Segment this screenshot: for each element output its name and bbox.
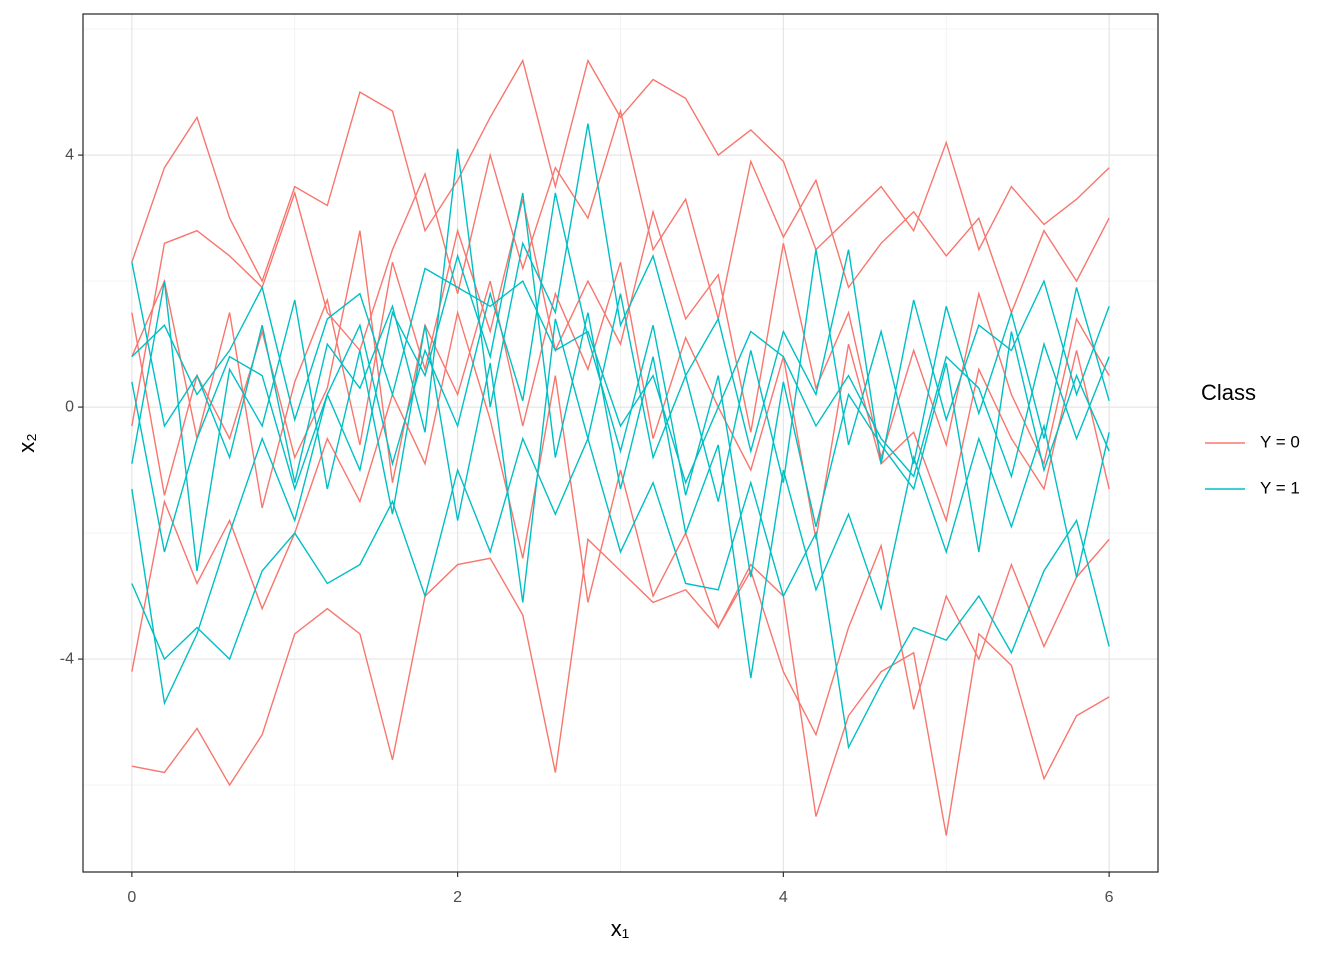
legend-label: Y = 1 bbox=[1260, 478, 1300, 497]
legend-title: Class bbox=[1201, 380, 1256, 405]
series-line bbox=[131, 108, 1110, 427]
x-tick-label: 4 bbox=[779, 889, 788, 906]
panel-border bbox=[82, 13, 1159, 873]
series-line bbox=[131, 58, 1110, 283]
y-tick-label: -4 bbox=[60, 650, 74, 667]
series-line bbox=[131, 192, 1110, 578]
series-line bbox=[131, 230, 1110, 540]
y-axis-title: x₂ bbox=[14, 433, 39, 453]
series-line bbox=[131, 123, 1110, 483]
series-line bbox=[131, 192, 1110, 706]
series-line bbox=[131, 537, 1110, 836]
y-tick-label: 0 bbox=[65, 398, 74, 415]
x-tick-label: 0 bbox=[127, 889, 136, 906]
legend-label: Y = 0 bbox=[1260, 432, 1300, 451]
series-line bbox=[131, 199, 1110, 509]
x-axis-title: x₁ bbox=[611, 916, 629, 941]
y-tick-label: 4 bbox=[65, 146, 74, 163]
series-line bbox=[131, 267, 1110, 485]
series-line bbox=[131, 249, 1110, 603]
x-tick-label: 2 bbox=[453, 889, 462, 906]
x-tick-label: 6 bbox=[1105, 889, 1114, 906]
series-line bbox=[131, 436, 1110, 750]
